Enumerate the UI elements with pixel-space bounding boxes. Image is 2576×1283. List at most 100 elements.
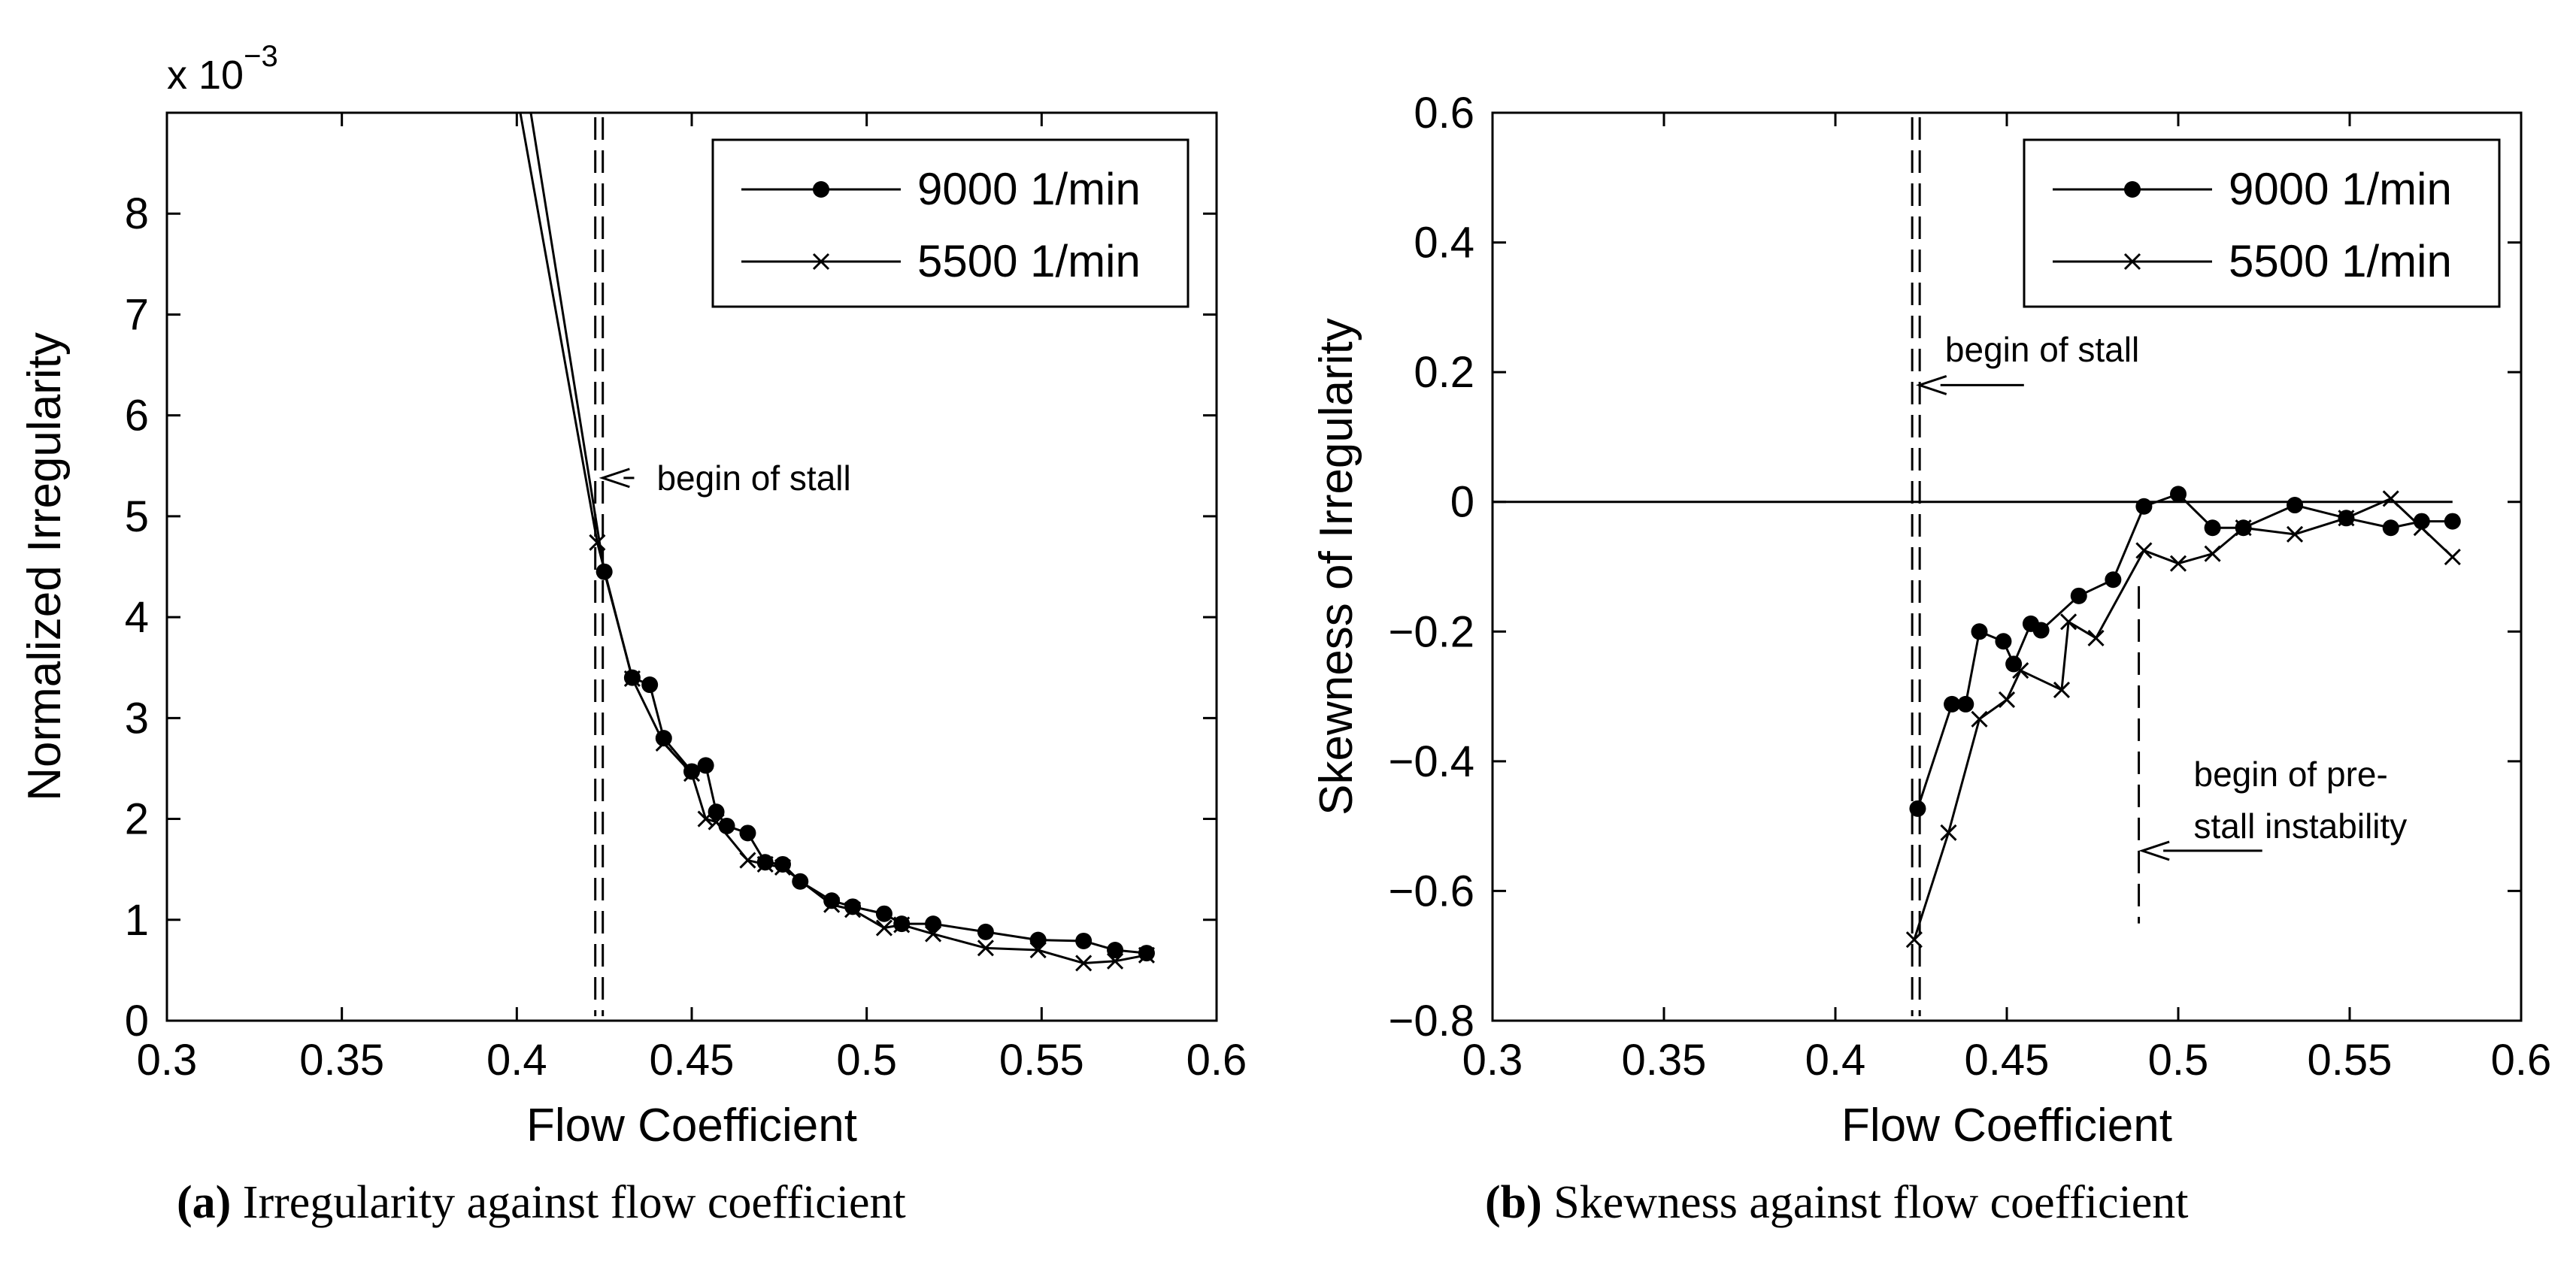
legend-box [2023,138,2501,308]
series-5500-line [1913,497,2453,940]
series-5500-point [844,901,862,918]
annotation-arrow-head [1915,374,1947,395]
y-tick-label: 0 [1450,478,1474,527]
y-tick-label: 5 [125,492,149,541]
y-tick-label: −0.2 [1389,607,1475,656]
series-5500-point [2169,555,2187,572]
series-9000-point [1138,945,1155,962]
plot-area [519,113,1155,1016]
series-5500-point [589,534,606,551]
series-9000-point [977,923,994,940]
series-5500-point [1106,952,1124,970]
x-axis-label: Flow Coefficient [1841,1100,2172,1151]
y-axis-label: Skewness of Irregularity [1311,318,1362,815]
y-tick-label: 2 [125,795,149,844]
series-9000-point [1107,942,1124,959]
legend: 9000 1/min 5500 1/min [711,138,1190,308]
series-9000-point [739,825,756,842]
annotation-text: stall instability [2194,806,2408,846]
series-9000-point [1957,695,1974,713]
series-5500-point [739,852,756,869]
series-5500-point [756,855,774,873]
series-9000-point [2105,571,2122,589]
series-9000-point [875,905,893,922]
caption-a: (a) Irregularity against flow coefficien… [177,1176,906,1230]
x-tick-label: 0.6 [2491,1036,2552,1085]
caption-a-label: (a) [177,1177,232,1228]
series-5500-extension [519,113,599,543]
series-5500-point [2135,542,2153,559]
legend-label: 5500 1/min [917,236,1141,286]
series-5500-point [697,810,714,828]
y-tick-label: 8 [125,189,149,238]
series-5500-point [2060,613,2077,631]
series-5500-point [2012,661,2029,679]
y-tick-label: 0.4 [1414,219,1474,268]
x-tick-label: 0.4 [486,1036,547,1085]
series-9000-point [1995,633,2012,650]
plot-area [1493,117,2461,1016]
y-scale-note: x 10−3 [167,40,278,98]
x-tick-label: 0.45 [650,1036,735,1085]
series-9000-point [774,855,791,873]
y-tick-label: 3 [125,694,149,743]
legend-marker-x [812,253,830,271]
y-tick-label: 6 [125,392,149,440]
series-5500-point [1998,691,2016,708]
y-tick-label: 7 [125,290,149,339]
series-5500-point [875,919,893,937]
series-9000-point [925,915,942,933]
series-5500-point [2053,681,2071,699]
series-9000-point [2170,486,2187,503]
x-tick-label: 0.45 [1965,1036,2050,1085]
y-tick-label: 0 [125,997,149,1045]
series-5500-point [774,858,792,876]
caption-b: (b) Skewness against flow coefficient [1485,1176,2189,1230]
series-5500-point [1029,941,1047,959]
series-9000-point [697,757,714,774]
series-9000-point [2287,497,2304,514]
series-9000-point [708,803,725,821]
x-tick-label: 0.3 [1462,1036,1523,1085]
caption-b-label: (b) [1485,1177,1542,1228]
series-9000-point [2444,513,2461,530]
legend-marker-dot [813,181,829,198]
legend-label: 9000 1/min [917,164,1141,214]
y-tick-label: 0.6 [1414,89,1474,138]
series-5500-point [683,765,701,782]
caption-a-text: Irregularity against flow coefficient [242,1177,906,1228]
y-tick-label: 0.2 [1414,348,1474,397]
series-9000-point [2070,587,2087,604]
series-9000-point [2382,519,2399,537]
panel-b-skewness-chart: 0.3 0.35 0.4 0.45 0.5 0.55 0.6 −0.8 −0.6 −0.4 −0.2… [1311,89,2551,1151]
y-tick-label: −0.4 [1389,737,1475,786]
series-5500-point [823,896,841,913]
x-tick-label: 0.35 [299,1036,384,1085]
y-tick-label: −0.6 [1389,867,1475,915]
series-9000-point [756,854,774,871]
series-5500-point [708,813,725,831]
y-tick-label: 1 [125,896,149,945]
series-5500-point [977,940,994,957]
series-5500-point [925,925,942,943]
caption-b-text: Skewness against flow coefficient [1553,1177,2189,1228]
series-5500-point [655,734,672,752]
series-9000-point [2032,622,2050,639]
series-5500-point [1075,955,1093,972]
annotation-text: begin of stall [656,458,850,498]
panel-a-irregularity-chart: 0.3 0.35 0.4 0.45 0.5 0.55 0.6 0 1 2 3 4 5 6 7 8 Flow Co… [19,40,1247,1151]
x-tick-label: 0.5 [836,1036,897,1085]
annotation-text: begin of stall [1945,330,2139,369]
x-tick-label: 0.6 [1186,1036,1247,1085]
series-5500-point [2338,510,2355,527]
series-5500-point [2382,490,2399,507]
series-9000-line [603,571,1147,955]
series-9000-extension [529,113,606,572]
series-9000-point [1909,800,1926,817]
series-5500-point [2413,519,2430,537]
legend-marker-x [2123,253,2141,271]
series-9000-point [2413,513,2430,530]
legend-label: 5500 1/min [2229,236,2452,286]
series-5500-point [2204,545,2221,562]
x-tick-label: 0.5 [2148,1036,2209,1085]
